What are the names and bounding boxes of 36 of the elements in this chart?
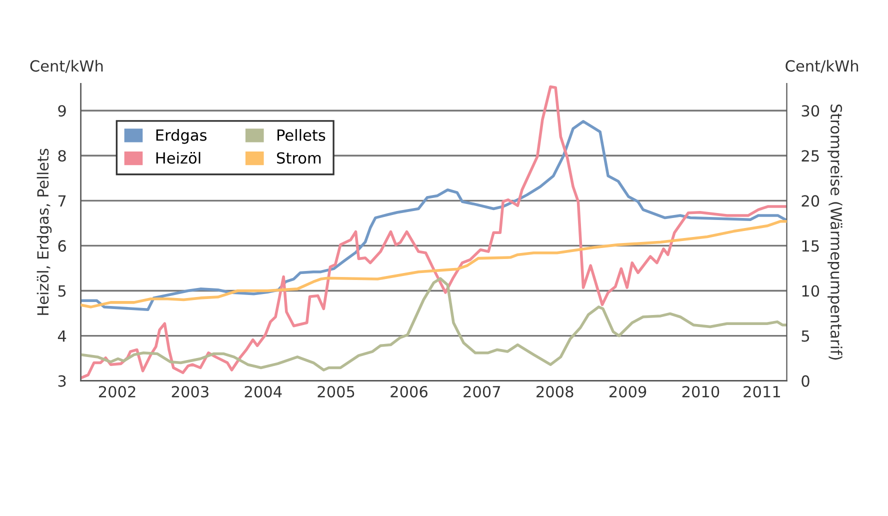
- y-tick-label: 7: [58, 195, 66, 206]
- legend-label: Heizöl: [156, 152, 200, 164]
- text: Cent/kWh: [30, 60, 103, 73]
- y-tick-label: 5: [58, 285, 66, 297]
- y-tick-label: 6: [58, 240, 66, 252]
- x-tick-label: 2002: [98, 386, 136, 398]
- x-tick-label: 2004: [244, 386, 282, 398]
- y2-tick-label: 10: [802, 285, 820, 297]
- x-tick-label: 2005: [318, 386, 354, 398]
- line-series: [80, 120, 787, 312]
- y2-tick-label: 25: [802, 150, 819, 162]
- y2-tick-label: 20: [802, 195, 820, 207]
- line-series: [80, 277, 787, 372]
- legend-label: Erdgas: [156, 129, 207, 144]
- x-tick-label: 2006: [390, 386, 428, 398]
- x-tick-label: 2003: [172, 386, 208, 398]
- line-series: [80, 220, 787, 308]
- x-tick-label: 2011: [744, 386, 780, 398]
- y2-tick-label: 5: [802, 330, 810, 342]
- legend-label: Pellets: [278, 129, 326, 141]
- y-tick-label: 3: [58, 375, 66, 387]
- y-tick-label: 4: [58, 330, 66, 342]
- y2-axis-title: Strompreise (Wärmepumpentarif): [828, 104, 842, 360]
- text: Cent/kWh: [786, 60, 858, 73]
- y2-tick-label: 15: [802, 240, 819, 252]
- y-tick-label: 8: [58, 150, 66, 162]
- x-tick-label: 2010: [682, 386, 720, 398]
- line-series: [80, 85, 787, 380]
- y-axis-title: Heizöl, Erdgas, Pellets: [36, 148, 52, 315]
- x-tick-label: 2007: [464, 386, 500, 398]
- legend-label: Strom: [277, 152, 321, 164]
- y2-tick-label: 0: [802, 375, 810, 387]
- x-tick-label: 2009: [609, 386, 646, 398]
- y-tick-label: 9: [58, 105, 66, 117]
- x-tick-label: 2008: [536, 386, 574, 398]
- y2-tick-label: 30: [802, 105, 820, 117]
